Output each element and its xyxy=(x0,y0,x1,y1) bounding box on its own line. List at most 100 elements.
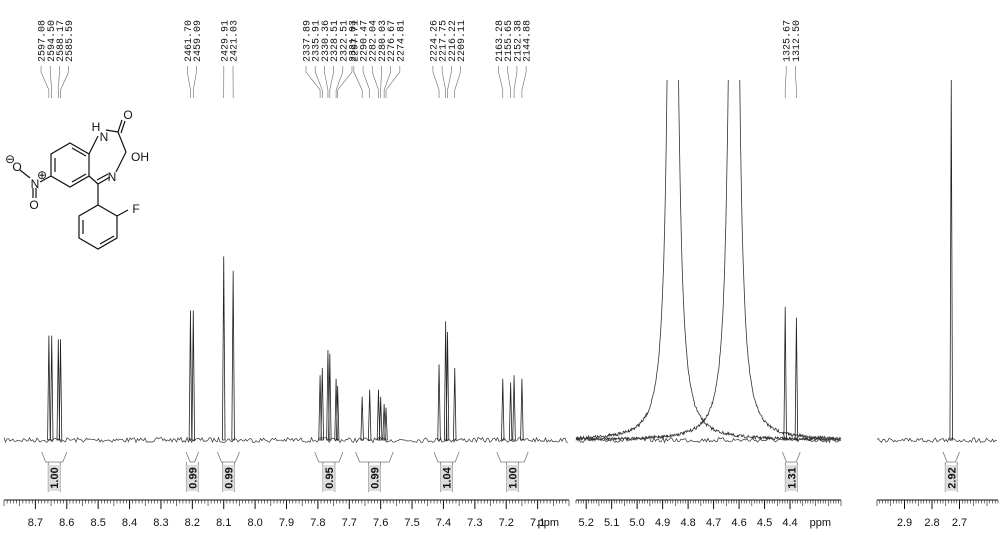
peak xyxy=(326,349,330,441)
atom-label: N xyxy=(100,130,109,144)
x-tick-label: 4.4 xyxy=(782,517,797,529)
peak xyxy=(231,270,235,441)
peak-label-leader xyxy=(40,66,50,98)
atom-label: O xyxy=(12,160,21,174)
peak-label-leader xyxy=(337,66,353,98)
peak-label: 2335.91 xyxy=(312,20,323,62)
peak-label-leader xyxy=(305,66,321,98)
benzene-ring xyxy=(50,142,90,188)
peak-label-leader xyxy=(498,66,504,98)
peak xyxy=(318,375,322,441)
x-tick-label: 2.8 xyxy=(924,517,939,529)
bond xyxy=(19,169,31,179)
peak-label: 2461.70 xyxy=(184,20,195,62)
peak xyxy=(328,353,332,441)
peak-label: 2588.17 xyxy=(56,20,67,62)
peak xyxy=(50,335,54,441)
x-tick-label: 8.4 xyxy=(122,517,137,529)
peak-label-leader xyxy=(192,66,197,98)
integral-label: 0.99 xyxy=(369,467,381,488)
peak-label: 2276.67 xyxy=(387,20,398,62)
spectrum-area xyxy=(876,80,998,444)
integral-box xyxy=(945,465,958,491)
x-tick-label: 7.5 xyxy=(404,517,419,529)
peak-label: 2290.47 xyxy=(360,20,371,62)
bond xyxy=(97,176,111,185)
bond xyxy=(71,173,87,183)
spectrum-area xyxy=(575,80,842,444)
peak-label: 2459.09 xyxy=(193,20,204,62)
peak-label-leader xyxy=(60,66,69,98)
bond xyxy=(120,120,126,134)
x-tick-label: 4.7 xyxy=(706,517,721,529)
integral-label: 1.04 xyxy=(442,466,454,488)
x-tick-label: 5.0 xyxy=(630,517,645,529)
peak xyxy=(378,396,383,441)
peak-label-leader xyxy=(371,66,379,98)
peak xyxy=(382,403,386,441)
peak-label: 2421.03 xyxy=(230,20,241,62)
peak-label-leader xyxy=(380,66,382,98)
peak-label-leader xyxy=(513,66,518,98)
x-tick-label: 8.0 xyxy=(247,517,262,529)
x-tick-label: 8.5 xyxy=(91,517,106,529)
peak-label-leader xyxy=(324,66,329,98)
peak-label: 2163.28 xyxy=(495,20,506,62)
x-tick-label: 8.7 xyxy=(28,517,43,529)
structure xyxy=(19,119,129,250)
peak xyxy=(443,321,448,441)
x-tick-label: 7.7 xyxy=(342,517,357,529)
peak xyxy=(384,407,388,441)
bond xyxy=(96,173,109,181)
peak-label: 1325.67 xyxy=(783,20,794,62)
peak-label: 2328.51 xyxy=(330,20,341,62)
peak-label: 2322.51 xyxy=(339,20,350,62)
peak xyxy=(58,339,63,441)
integral-box xyxy=(785,465,798,491)
bond xyxy=(39,175,52,183)
x-tick-label: 7.3 xyxy=(467,517,482,529)
bond xyxy=(116,209,129,217)
peak xyxy=(508,382,513,441)
x-tick-label: 4.8 xyxy=(680,517,695,529)
peak-label: 2152.38 xyxy=(513,20,524,62)
peak-label: 2429.91 xyxy=(220,20,231,62)
x-tick-label: 5.1 xyxy=(604,517,619,529)
peak xyxy=(376,389,381,441)
peak xyxy=(188,310,193,441)
atom-label: ⊕ xyxy=(37,168,47,182)
broad-peak xyxy=(575,80,842,443)
integral-label: 1.00 xyxy=(49,467,61,488)
integral-label: 1.31 xyxy=(786,467,798,488)
integral-label: 0.95 xyxy=(324,467,336,488)
peak-label: 2330.36 xyxy=(321,20,332,62)
x-tick-label: 7.2 xyxy=(499,517,514,529)
peak-label: 1312.50 xyxy=(792,20,803,62)
atom-label: ⊖ xyxy=(5,152,15,166)
x-tick-label: 2.7 xyxy=(952,517,967,529)
x-tick-label: 7.4 xyxy=(436,517,451,529)
x-tick-label: 7.9 xyxy=(279,517,294,529)
bond xyxy=(117,119,123,133)
peak-label-leader xyxy=(385,66,401,98)
x-tick-label: 4.6 xyxy=(731,517,746,529)
peak-label-leader xyxy=(362,66,370,98)
peak-label: 2274.81 xyxy=(396,20,407,62)
peak-label: 2224.26 xyxy=(429,20,440,62)
peak-label-leader xyxy=(784,66,787,98)
peak-label: 2280.03 xyxy=(378,20,389,62)
peak-label: 2217.75 xyxy=(439,20,450,62)
integral-box xyxy=(322,465,335,491)
bond xyxy=(117,131,127,153)
x-tick-label: 5.2 xyxy=(579,517,594,529)
peak-label-leader xyxy=(432,66,440,98)
atom-label: N xyxy=(108,170,117,184)
peak-label: 2585.59 xyxy=(65,20,76,62)
x-tick-label: 4.9 xyxy=(655,517,670,529)
x-tick-label: 8.2 xyxy=(185,517,200,529)
peak-label: 2337.89 xyxy=(302,20,313,62)
integral-box xyxy=(48,465,61,491)
